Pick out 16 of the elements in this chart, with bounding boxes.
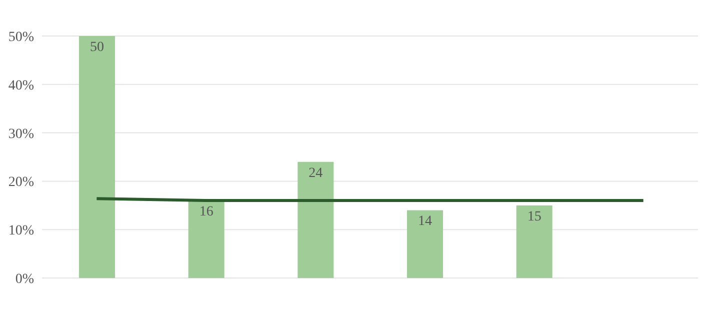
y-tick-label: 0% <box>15 272 34 287</box>
data-label: 16 <box>199 204 214 220</box>
bar <box>516 205 552 278</box>
bar <box>188 200 224 278</box>
data-label: 15 <box>527 209 542 224</box>
bar <box>407 210 443 278</box>
data-label: 14 <box>418 214 432 230</box>
y-tick-label: 40% <box>8 78 34 94</box>
bar <box>298 162 334 278</box>
data-label: 50 <box>90 40 104 55</box>
y-tick-label: 30% <box>8 126 34 142</box>
y-tick-label: 50% <box>8 30 34 45</box>
y-tick-label: 10% <box>8 224 34 239</box>
bar <box>79 36 115 278</box>
y-tick-label: 20% <box>8 175 34 190</box>
data-label: 24 <box>308 166 323 181</box>
